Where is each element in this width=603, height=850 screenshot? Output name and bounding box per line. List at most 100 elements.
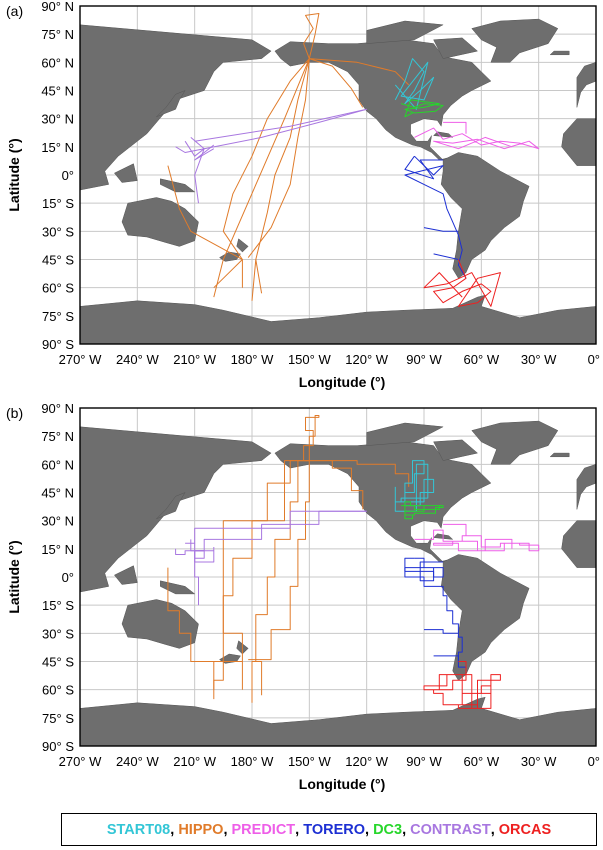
lon-tick-label: 270° W: [59, 352, 103, 367]
lat-tick-label: 60° S: [42, 683, 74, 698]
lat-tick-label: 60° S: [42, 281, 74, 296]
lon-tick-label: 30° W: [521, 352, 557, 367]
land-borneo: [114, 565, 138, 585]
track-contrast-4: [194, 108, 367, 142]
lat-tick-label: 75° N: [41, 27, 74, 42]
lat-tick-label: 75° S: [42, 711, 74, 726]
lon-tick-label: 120° W: [345, 754, 389, 769]
legend-entry-dc3: DC3: [373, 821, 403, 838]
land-antarctica: [80, 294, 596, 344]
land-antarctica: [80, 696, 596, 746]
land-north-america: [274, 39, 492, 161]
map-panel-b: 270° W 240° W 210° W 180° W 150° W 120° W 90° …: [6, 402, 600, 792]
track-torero-1: [404, 155, 444, 180]
track-orcas-0: [423, 259, 501, 307]
panel-label-a: (a): [6, 3, 24, 19]
lat-tick-label: 45° S: [42, 253, 74, 268]
track-hippo-4: [167, 165, 243, 260]
land-iceland: [549, 452, 570, 458]
lon-tick-label: 240° W: [116, 754, 160, 769]
lat-tick-label: 60° N: [41, 457, 74, 472]
legend-entry-contrast: CONTRAST: [410, 821, 491, 838]
lon-tick-label: 0°: [588, 352, 600, 367]
track-contrast-2: [185, 539, 205, 559]
lon-tick-label: 180° W: [231, 352, 275, 367]
lat-tick-label: 45° N: [41, 486, 74, 501]
track-hippo-6: [309, 58, 364, 108]
land-arctic-islands: [366, 422, 444, 446]
lat-tick-label: 45° S: [42, 655, 74, 670]
panel-label-b: (b): [6, 405, 24, 421]
land-borneo: [114, 163, 138, 183]
y-axis-title: Latitude (°): [6, 540, 22, 613]
legend-separator: ,: [365, 821, 374, 838]
lat-tick-label: 15° S: [42, 598, 74, 613]
lat-tick-label: 30° S: [42, 626, 74, 641]
track-torero-2: [423, 227, 459, 232]
track-hippo-9: [213, 58, 310, 298]
legend-entry-predict: PREDICT: [231, 821, 296, 838]
track-torero-3: [433, 655, 459, 662]
track-start08-0: [394, 58, 435, 110]
land-iceland: [549, 50, 570, 56]
track-contrast-3: [194, 144, 215, 161]
track-hippo-8: [255, 661, 263, 696]
track-orcas-0: [423, 661, 501, 709]
lat-tick-label: 90° S: [42, 739, 74, 754]
track-contrast-3: [194, 547, 215, 563]
lat-tick-label: 30° N: [41, 112, 74, 127]
lon-tick-label: 270° W: [59, 754, 103, 769]
legend-entry-orcas: ORCAS: [498, 821, 552, 838]
legend-entry-start08: START08: [106, 821, 171, 838]
track-predict-0: [414, 127, 540, 150]
track-hippo-8: [255, 259, 263, 294]
track-contrast-0: [175, 510, 367, 555]
lat-tick-label: 45° N: [41, 84, 74, 99]
track-contrast-1: [194, 148, 205, 204]
lon-tick-label: 120° W: [345, 352, 389, 367]
x-axis-title: Longitude (°): [299, 776, 385, 792]
lat-tick-label: 30° S: [42, 224, 74, 239]
track-predict-1: [443, 523, 467, 536]
land-new-zealand-north: [236, 238, 249, 253]
land-europe: [576, 62, 596, 108]
land-japan: [156, 491, 186, 520]
lon-tick-label: 240° W: [116, 352, 160, 367]
land-africa: [561, 118, 596, 166]
land-north-america: [274, 441, 492, 563]
land-baffin: [433, 37, 479, 59]
lon-tick-label: 60° W: [464, 352, 500, 367]
track-predict-1: [443, 121, 467, 134]
land-baffin: [433, 439, 479, 461]
track-hippo-3: [309, 460, 410, 487]
track-hippo-7: [248, 460, 310, 661]
track-hippo-0: [303, 13, 320, 59]
track-contrast-2: [184, 137, 205, 157]
track-hippo-9: [213, 460, 310, 700]
legend-separator: ,: [490, 821, 499, 838]
track-hippo-7: [247, 58, 310, 258]
lon-tick-label: 30° W: [521, 754, 557, 769]
land-africa: [561, 520, 596, 568]
legend-separator: ,: [402, 821, 411, 838]
lon-tick-label: 90° W: [406, 352, 442, 367]
land-south-america: [440, 152, 530, 279]
land-greenland: [471, 18, 559, 63]
lon-tick-label: 0°: [588, 754, 600, 769]
lon-tick-label: 60° W: [464, 754, 500, 769]
legend-separator: ,: [223, 821, 232, 838]
track-dc3-0: [400, 99, 444, 118]
land-europe: [576, 464, 596, 510]
track-torero-3: [433, 253, 459, 260]
track-torero-0: [404, 155, 467, 279]
track-torero-2: [424, 629, 459, 634]
lat-tick-label: 0°: [62, 168, 74, 183]
track-dc3-0: [401, 501, 444, 520]
map-frame: [79, 407, 597, 747]
lon-tick-label: 90° W: [406, 754, 442, 769]
lon-tick-label: 210° W: [173, 754, 217, 769]
lat-tick-label: 15° N: [41, 140, 74, 155]
track-start08-0: [394, 460, 435, 512]
track-hippo-4: [167, 567, 243, 662]
land-new-guinea: [160, 580, 196, 595]
